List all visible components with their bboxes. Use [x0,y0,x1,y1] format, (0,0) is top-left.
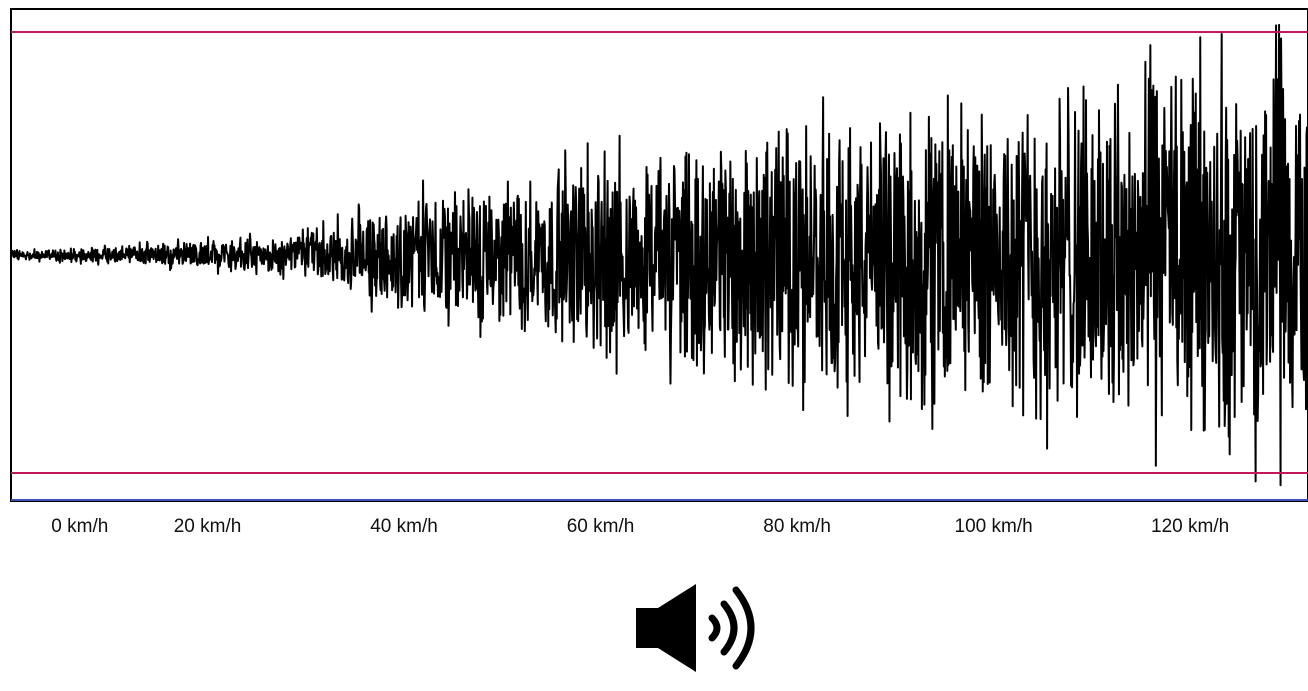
waveform-series [10,23,1308,487]
speed-tick-label: 120 km/h [1151,516,1230,537]
play-audio-button[interactable] [632,580,764,680]
waveform-line [10,23,1308,487]
speed-axis: 0 km/h 20 km/h 40 km/h 60 km/h 80 km/h 100 km… [0,512,1308,542]
speed-tick-label: 100 km/h [954,516,1033,537]
waveform-chart [10,8,1308,502]
speed-tick-label: 80 km/h [763,516,831,537]
speed-tick-label: 40 km/h [370,516,438,537]
speaker-volume-icon [636,584,755,672]
speed-tick-label: 20 km/h [173,516,242,537]
speed-tick-label: 60 km/h [566,516,635,537]
speed-tick-label: 0 km/h [51,516,109,537]
